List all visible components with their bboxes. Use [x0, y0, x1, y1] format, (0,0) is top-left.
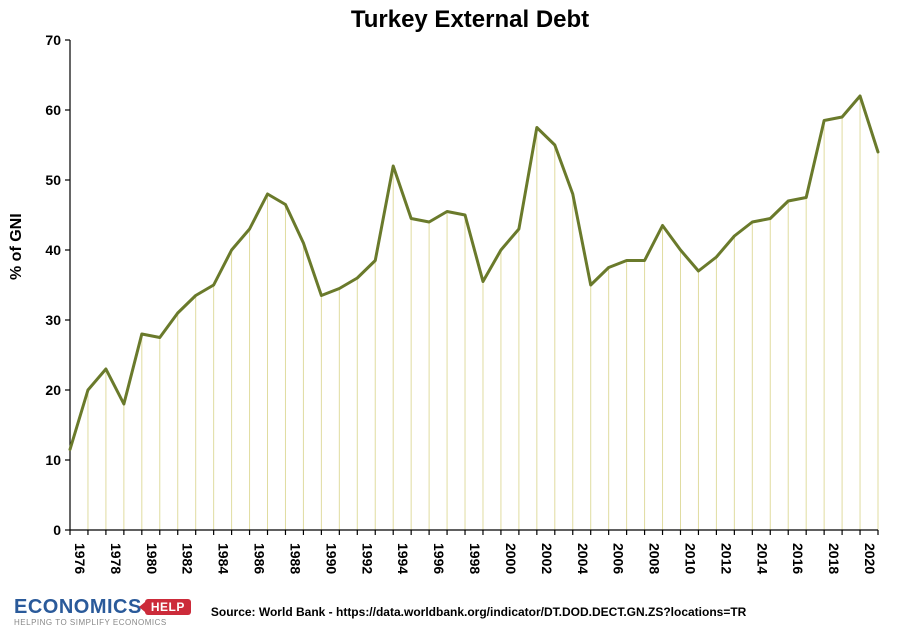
svg-text:2002: 2002 — [539, 543, 555, 574]
svg-text:2004: 2004 — [575, 543, 591, 574]
svg-text:2012: 2012 — [718, 543, 734, 574]
svg-text:0: 0 — [53, 522, 61, 538]
svg-text:20: 20 — [45, 382, 61, 398]
svg-text:2016: 2016 — [790, 543, 806, 574]
svg-text:1984: 1984 — [216, 543, 232, 574]
footer: ECONOMICS HELP HELPING TO SIMPLIFY ECONO… — [14, 597, 886, 627]
svg-text:60: 60 — [45, 102, 61, 118]
svg-text:1996: 1996 — [431, 543, 447, 574]
svg-text:1986: 1986 — [252, 543, 268, 574]
svg-text:2000: 2000 — [503, 543, 519, 574]
svg-text:2010: 2010 — [682, 543, 698, 574]
chart-plot: 0 10 20 30 40 50 60 70 1976 1978 1980 1982 1984 1986 1… — [0, 0, 900, 590]
svg-text:2006: 2006 — [611, 543, 627, 574]
svg-text:50: 50 — [45, 172, 61, 188]
svg-text:1978: 1978 — [108, 543, 124, 574]
svg-text:30: 30 — [45, 312, 61, 328]
svg-text:2014: 2014 — [754, 543, 770, 574]
svg-text:1976: 1976 — [72, 543, 88, 574]
svg-text:1988: 1988 — [287, 543, 303, 574]
svg-text:2008: 2008 — [647, 543, 663, 574]
svg-text:70: 70 — [45, 32, 61, 48]
svg-text:1982: 1982 — [180, 543, 196, 574]
logo-badge-help: HELP — [145, 599, 191, 615]
svg-text:40: 40 — [45, 242, 61, 258]
chart-container: { "chart": { "type": "line", "title": "T… — [0, 0, 900, 633]
source-text: Source: World Bank - https://data.worldb… — [211, 605, 746, 619]
svg-text:1994: 1994 — [395, 543, 411, 574]
logo-tagline: HELPING TO SIMPLIFY ECONOMICS — [14, 619, 191, 627]
svg-text:1980: 1980 — [144, 543, 160, 574]
logo-text-economics: ECONOMICS — [14, 597, 142, 617]
svg-text:1990: 1990 — [323, 543, 339, 574]
svg-text:2020: 2020 — [862, 543, 878, 574]
svg-text:1998: 1998 — [467, 543, 483, 574]
logo: ECONOMICS HELP HELPING TO SIMPLIFY ECONO… — [14, 597, 191, 627]
svg-text:1992: 1992 — [359, 543, 375, 574]
svg-text:10: 10 — [45, 452, 61, 468]
svg-text:2018: 2018 — [826, 543, 842, 574]
